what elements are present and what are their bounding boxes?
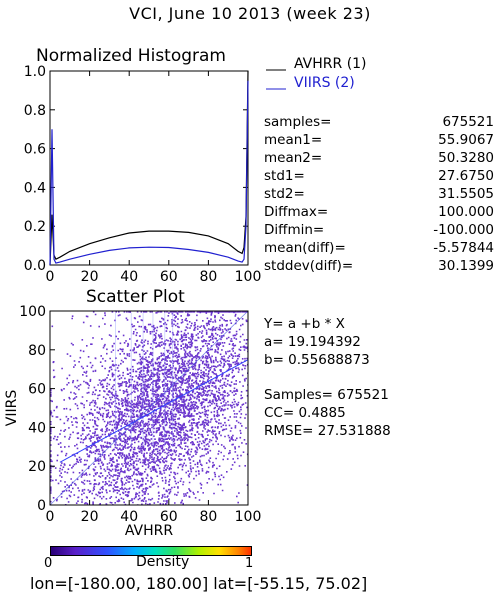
regression-equation: Y= a +b * X — [264, 316, 345, 332]
stat-value: -100.000 — [433, 222, 494, 238]
histogram-title: Normalized Histogram — [36, 46, 226, 66]
y-tick-label: 0.6 — [24, 142, 46, 158]
colorbar-gradient — [50, 546, 252, 556]
y-tick-label: 40 — [28, 420, 46, 436]
regression-b: b= 0.55688873 — [264, 352, 370, 368]
stat-label: mean(diff)= — [264, 240, 346, 256]
scatter-points — [50, 311, 248, 505]
stat-value: 31.5505 — [438, 186, 494, 202]
x-tick-label: 40 — [120, 509, 138, 525]
x-tick-label: 80 — [199, 509, 217, 525]
y-tick-label: 0.0 — [24, 258, 46, 274]
histogram-plot-frame — [49, 70, 249, 266]
stat-value: 27.6750 — [438, 168, 494, 184]
regression-cc: CC= 0.4885 — [264, 405, 346, 421]
y-tick-label: 100 — [19, 304, 46, 320]
regression-a: a= 19.194392 — [264, 334, 361, 350]
legend-label-viirs: VIIRS (2) — [294, 75, 355, 91]
stat-value: 100.000 — [438, 204, 494, 220]
stat-label: Diffmin= — [264, 222, 325, 238]
stat-label: samples= — [264, 114, 332, 130]
stat-label: mean1= — [264, 132, 323, 148]
x-tick-label: 100 — [235, 509, 262, 525]
y-tick-label: 20 — [28, 459, 46, 475]
stat-label: Diffmax= — [264, 204, 329, 220]
colorbar-label: Density — [136, 554, 190, 570]
y-tick-label: 60 — [28, 382, 46, 398]
stat-label: std1= — [264, 168, 305, 184]
x-tick-label: 20 — [81, 269, 99, 285]
y-tick-label: 80 — [28, 343, 46, 359]
identity-line — [50, 311, 248, 505]
colorbar-max: 1 — [245, 556, 254, 571]
page-title: VCI, June 10 2013 (week 23) — [129, 4, 371, 23]
x-axis-label: AVHRR — [125, 523, 174, 539]
scatter-point-cloud — [50, 311, 248, 505]
y-tick-label: 1.0 — [24, 64, 46, 80]
scatter-plot-frame — [49, 310, 249, 506]
y-tick-label: 0.4 — [24, 180, 46, 196]
series-line-viirs — [49, 80, 249, 266]
x-tick-label: 40 — [120, 269, 138, 285]
x-tick-label: 0 — [46, 269, 55, 285]
x-tick-label: 80 — [199, 269, 217, 285]
y-axis-label: VIIRS — [4, 390, 20, 427]
stat-value: 30.1399 — [438, 258, 494, 274]
colorbar-min: 0 — [44, 556, 53, 571]
x-tick-label: 60 — [160, 269, 178, 285]
y-tick-label: 0.2 — [24, 219, 46, 235]
stat-label: std2= — [264, 186, 305, 202]
scatter-title: Scatter Plot — [86, 287, 185, 307]
x-tick-label: 20 — [81, 509, 99, 525]
regression-samples: Samples= 675521 — [264, 387, 389, 403]
regression-rmse: RMSE= 27.531888 — [264, 423, 391, 439]
stat-value: -5.57844 — [433, 240, 494, 256]
series-line-avhrr — [49, 70, 249, 266]
y-tick-label: 0.8 — [24, 103, 46, 119]
legend-label-avhrr: AVHRR (1) — [294, 56, 367, 72]
x-tick-label: 100 — [235, 269, 262, 285]
stat-value: 675521 — [442, 114, 494, 130]
x-tick-label: 0 — [46, 509, 55, 525]
x-tick-label: 60 — [160, 509, 178, 525]
regression-line — [59, 359, 248, 463]
y-tick-label: 0 — [37, 498, 46, 514]
stat-value: 55.9067 — [438, 132, 494, 148]
footer-coords: lon=[-180.00, 180.00] lat=[-55.15, 75.02… — [30, 574, 368, 593]
stat-value: 50.3280 — [438, 150, 494, 166]
stat-label: stddev(diff)= — [264, 258, 354, 274]
stat-label: mean2= — [264, 150, 323, 166]
